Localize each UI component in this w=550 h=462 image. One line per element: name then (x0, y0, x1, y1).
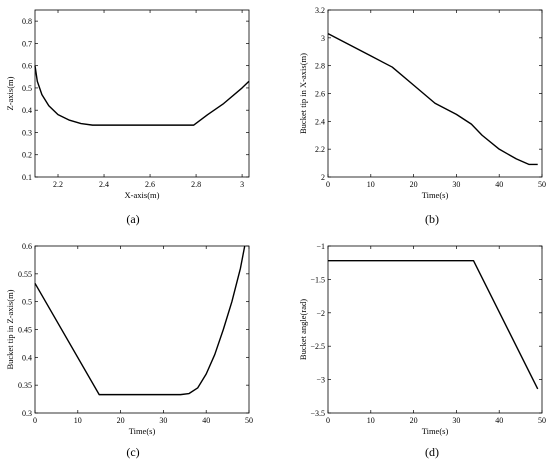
x-axis-label: Time(s) (422, 190, 449, 200)
plot-frame (34, 9, 250, 178)
y-tick-label: 2 (321, 173, 325, 182)
x-tick-label: 30 (452, 180, 460, 189)
x-axis-label: X-axis(m) (125, 190, 160, 200)
y-tick-label: 0.5 (22, 298, 32, 307)
x-tick-label: 10 (367, 180, 375, 189)
x-tick-label: 2.6 (145, 180, 155, 189)
x-tick-label: 30 (452, 416, 460, 425)
series-line (328, 260, 539, 390)
plot-frame (327, 9, 543, 178)
subplot-d: 0 10 20 30 40 50 −3.5 −3 −2.5 −2 −1.5 −1 Time(s) Buck… (298, 242, 546, 459)
y-tick-label: −1 (316, 242, 325, 251)
x-tick-label: 2.4 (99, 180, 109, 189)
x-tick-label: 40 (495, 180, 503, 189)
y-tick-label: 0.6 (22, 242, 32, 251)
series-line (327, 33, 538, 166)
panel-caption: (b) (425, 212, 439, 226)
y-axis-label: Z-axis(m) (5, 76, 15, 110)
x-tick-label: 0 (33, 416, 37, 425)
y-tick-label: 0.8 (22, 17, 32, 26)
subplot-a: 2.2 2.4 2.6 2.8 3 0.1 0.2 0.3 0.4 0.5 0.6 0.7 0.8 X-a… (5, 9, 250, 226)
y-tick-label: 2.8 (315, 62, 325, 71)
y-tick-label: −2 (316, 309, 325, 318)
x-tick-label: 0 (326, 180, 330, 189)
y-tick-label: 3.2 (315, 6, 325, 15)
series-line (34, 245, 246, 396)
y-axis-label: Bucket tip in Z-axis(m) (5, 289, 15, 369)
y-tick-label: 0.1 (22, 173, 32, 182)
y-tick-label: −3 (316, 376, 325, 385)
x-tick-label: 20 (117, 416, 125, 425)
x-tick-label: 40 (202, 416, 210, 425)
x-tick-label: 50 (245, 416, 253, 425)
y-tick-label: 0.5 (22, 84, 32, 93)
y-tick-label: −3.5 (310, 409, 325, 418)
plot-frame (327, 245, 543, 414)
y-tick-label: 0.55 (18, 270, 32, 279)
x-axis-label: Time(s) (422, 426, 449, 436)
panel-caption: (a) (126, 212, 139, 226)
y-tick-label: 2.6 (315, 90, 325, 99)
y-tick-label: −1.5 (310, 275, 325, 284)
x-tick-label: 40 (495, 416, 503, 425)
y-tick-label: 0.6 (22, 62, 32, 71)
panel-caption: (c) (126, 445, 139, 459)
x-tick-label: 3 (240, 180, 244, 189)
y-tick-label: 0.3 (22, 409, 32, 418)
y-tick-label: 2.2 (315, 145, 325, 154)
y-tick-label: 0.2 (22, 151, 32, 160)
y-axis-label: Bucket angle(rad) (298, 299, 308, 360)
x-tick-label: 10 (367, 416, 375, 425)
x-tick-label: 30 (159, 416, 167, 425)
x-tick-label: 50 (538, 416, 546, 425)
y-tick-label: 0.45 (18, 326, 32, 335)
series-line (34, 65, 250, 126)
y-tick-label: 0.35 (18, 381, 32, 390)
plot-frame (34, 245, 250, 414)
y-axis-label: Bucket tip in X-axis(m) (298, 53, 308, 134)
x-tick-label: 50 (538, 180, 546, 189)
y-tick-label: 0.3 (22, 128, 32, 137)
y-tick-label: 2.4 (315, 117, 325, 126)
panel-caption: (d) (425, 445, 439, 459)
y-tick-label: 0.4 (22, 353, 32, 362)
subplot-c: 0 10 20 30 40 50 0.3 0.35 0.4 0.45 0.5 0.55 0.6 Time(… (5, 242, 253, 459)
y-tick-label: 0.4 (22, 106, 32, 115)
x-tick-label: 2.2 (53, 180, 63, 189)
x-tick-label: 20 (410, 180, 418, 189)
x-tick-label: 2.8 (191, 180, 201, 189)
x-axis-label: Time(s) (129, 426, 156, 436)
x-tick-label: 0 (326, 416, 330, 425)
x-tick-label: 20 (410, 416, 418, 425)
subplot-b: 0 10 20 30 40 50 2 2.2 2.4 2.6 2.8 3 3.2 Time(s) Bucke… (298, 6, 546, 226)
x-tick-label: 10 (74, 416, 82, 425)
y-tick-label: 3 (321, 34, 325, 43)
y-tick-label: 0.7 (22, 39, 32, 48)
y-tick-label: −2.5 (310, 342, 325, 351)
